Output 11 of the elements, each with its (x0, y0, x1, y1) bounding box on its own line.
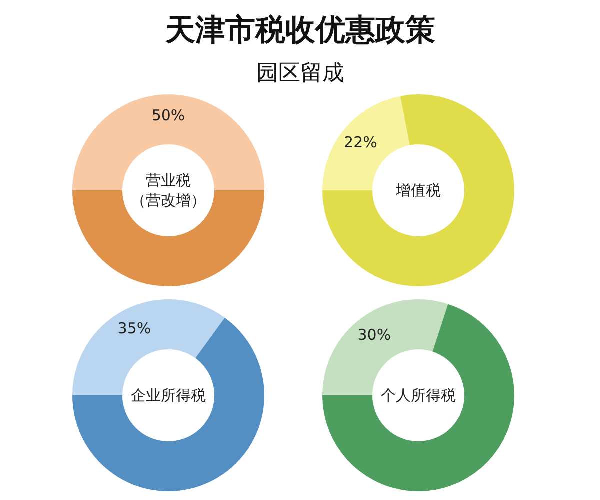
data-label: 22% (344, 134, 378, 152)
text: 个人所得税 (381, 386, 456, 404)
text: 企业所得税 (131, 386, 206, 404)
text: （营改增） (131, 192, 206, 210)
text: 增值税 (395, 182, 441, 200)
data-label: 35% (118, 320, 152, 338)
chart-subtitle: 园区留成 (256, 61, 344, 86)
data-label: 50% (152, 106, 186, 124)
text: 营业税 (146, 172, 191, 190)
data-label: 30% (358, 326, 392, 344)
chart-title: 天津市税收优惠政策 (164, 13, 436, 48)
